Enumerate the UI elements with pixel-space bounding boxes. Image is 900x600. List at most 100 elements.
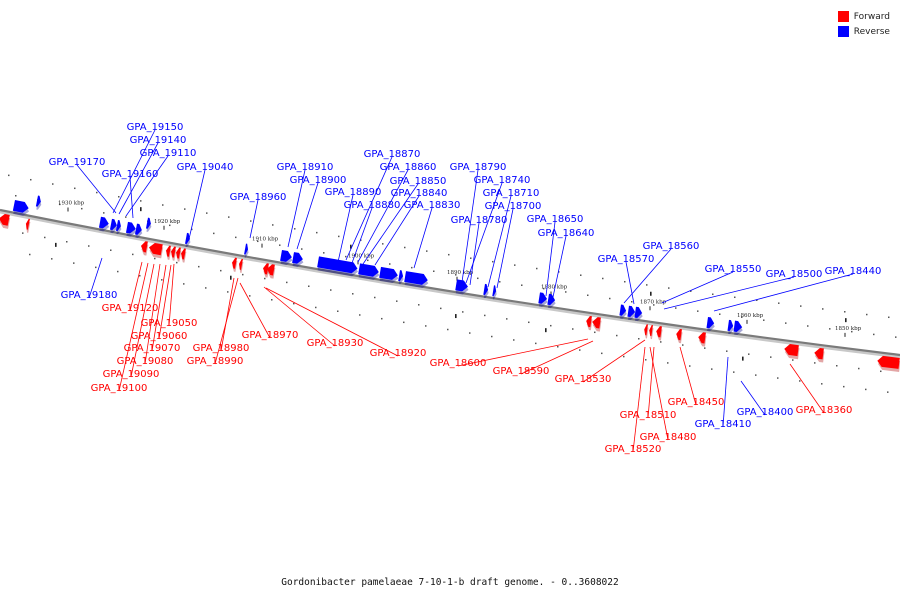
reverse-swatch [837, 26, 849, 37]
track-dot [777, 377, 779, 379]
gene-label-gpa_18850-leader [362, 183, 419, 265]
scale-tick-label: 1870 kbp [640, 299, 667, 305]
gene-label-gpa_19120-leader [129, 261, 143, 312]
gene-label-gpa_19040: GPA_19040 [177, 162, 234, 173]
gene-label-gpa_18780: GPA_18780 [451, 215, 508, 226]
gene-label-gpa_19170-leader [76, 164, 117, 214]
track-dot [682, 344, 684, 346]
gene-label-gpa_18500: GPA_18500 [766, 269, 823, 280]
track-dot [426, 250, 428, 252]
track-dot [484, 314, 486, 317]
gene-label-gpa_18980: GPA_18980 [193, 343, 250, 354]
gene-label-gpa_18700: GPA_18700 [485, 201, 542, 212]
scale-tick-label: 1850 kbp [835, 326, 862, 332]
gene-label-gpa_18970: GPA_18970 [242, 330, 299, 341]
gene-label-gpa_18880: GPA_18880 [344, 200, 401, 211]
track-dot [822, 308, 824, 310]
track-dot [315, 306, 317, 309]
track-dot [587, 294, 589, 297]
track-dot [521, 284, 523, 286]
reverse-gene-arrow [115, 219, 122, 235]
forward-gene-arrow-body [232, 257, 237, 269]
track-dot [741, 316, 743, 318]
forward-gene-arrow-body [586, 315, 592, 328]
reverse-gene-arrow [706, 316, 715, 332]
gene-label-gpa_18910: GPA_18910 [277, 162, 334, 173]
track-dot [52, 183, 54, 185]
gene-label-gpa_19050: GPA_19050 [141, 318, 198, 329]
scale-mark [845, 318, 847, 323]
track-dot [88, 245, 90, 247]
track-dot [308, 285, 310, 288]
track-dot [499, 281, 501, 283]
track-dot [242, 273, 244, 276]
track-dot [286, 281, 288, 284]
gene-label-gpa_19090: GPA_19090 [103, 369, 160, 380]
forward-gene-arrow-body [148, 242, 163, 256]
reverse-gene-arrow [145, 217, 152, 232]
forward-gene-arrow-body [592, 317, 601, 329]
track-dot [96, 191, 98, 194]
forward-gene-arrow-body [140, 241, 148, 253]
track-dot [866, 313, 868, 316]
forward-gene-arrow [176, 247, 182, 262]
gene-label-gpa_18650-leader [545, 221, 556, 297]
track-dot [330, 289, 332, 291]
forward-swatch [837, 11, 849, 22]
reverse-gene-arrow [538, 292, 548, 307]
track-dot [220, 269, 222, 272]
forward-gene-arrow [140, 241, 149, 256]
gene-label-gpa_18830-leader [413, 207, 433, 269]
gene-label-gpa_19160-leader [129, 176, 134, 219]
reverse-gene-arrow [280, 249, 293, 265]
gene-label-gpa_19110-leader [125, 155, 169, 217]
gene-label-gpa_19090-leader [130, 263, 155, 378]
track-dot [338, 235, 340, 238]
gene-label-gpa_18850: GPA_18850 [390, 176, 447, 187]
track-dot [396, 300, 398, 302]
track-dot [763, 319, 765, 321]
track-dot [887, 391, 889, 393]
forward-gene-arrow [267, 264, 276, 279]
track-dot [95, 266, 97, 269]
scale-mark [650, 291, 652, 296]
gene-label-gpa_18520: GPA_18520 [605, 444, 662, 455]
legend: Forward Reverse [837, 9, 890, 39]
track-dot [359, 314, 361, 316]
track-dot [140, 200, 142, 202]
track-dot [206, 212, 208, 214]
track-dot [491, 335, 493, 338]
forward-gene-arrow-shadow [239, 261, 244, 273]
scale-tick-label: 1890 kbp [447, 270, 474, 276]
track-dot [836, 365, 838, 367]
gene-label-gpa_18560: GPA_18560 [643, 241, 700, 252]
track-dot [213, 232, 215, 235]
track-dot [154, 257, 156, 260]
gene-label-gpa_18510: GPA_18510 [620, 410, 677, 421]
track-dot [183, 283, 185, 285]
reverse-gene-arrow-body [115, 219, 121, 232]
gene-label-gpa_18450-leader [679, 346, 697, 406]
reverse-gene-arrow [244, 243, 249, 258]
track-dot [367, 259, 369, 262]
track-dot [513, 339, 515, 341]
reverse-gene-arrow-body [98, 216, 109, 229]
reverse-gene-arrow-body [706, 316, 715, 329]
gene-label-gpa_19100: GPA_19100 [91, 383, 148, 394]
track-dot [103, 212, 105, 214]
track-dot [645, 359, 647, 361]
gene-label-gpa_19080-leader [144, 263, 161, 365]
track-dot [660, 341, 662, 343]
reverse-gene-arrow [379, 266, 399, 284]
track-dot [30, 178, 32, 181]
track-dot [316, 231, 318, 234]
reverse-gene-arrow [317, 256, 358, 277]
forward-gene-arrow [165, 245, 172, 260]
track-dot [646, 284, 648, 286]
track-dot [844, 311, 846, 313]
backbone-shadow [0, 210, 900, 359]
gene-label-gpa_18700-leader [496, 208, 514, 289]
gene-label-gpa_18360: GPA_18360 [796, 405, 853, 416]
forward-gene-arrow-body [784, 344, 799, 357]
